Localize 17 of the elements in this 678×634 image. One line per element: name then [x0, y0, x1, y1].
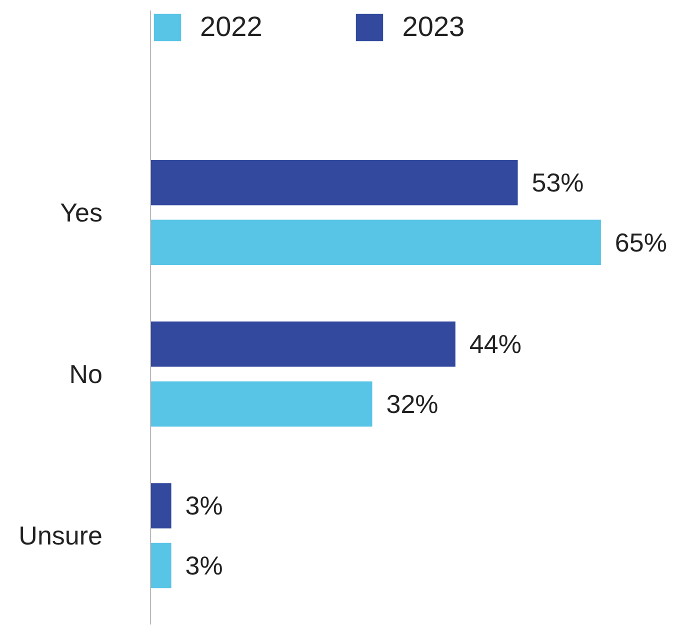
legend-label: 2022 — [200, 10, 262, 44]
data-label: 44% — [469, 329, 522, 360]
bar — [150, 381, 372, 427]
bar — [150, 322, 456, 367]
data-label: 3% — [185, 490, 223, 521]
bar — [150, 542, 172, 588]
legend-label: 2023 — [402, 10, 465, 44]
data-label: 65% — [614, 227, 667, 258]
bar — [150, 220, 601, 265]
data-label: 3% — [185, 550, 223, 581]
data-label: 32% — [386, 388, 438, 419]
bar — [150, 483, 172, 528]
bar — [150, 160, 518, 206]
y-tick-label: Unsure — [18, 520, 103, 551]
y-tick-label: Yes — [60, 197, 103, 228]
data-label: 53% — [532, 168, 584, 198]
y-tick-label: No — [69, 359, 103, 390]
